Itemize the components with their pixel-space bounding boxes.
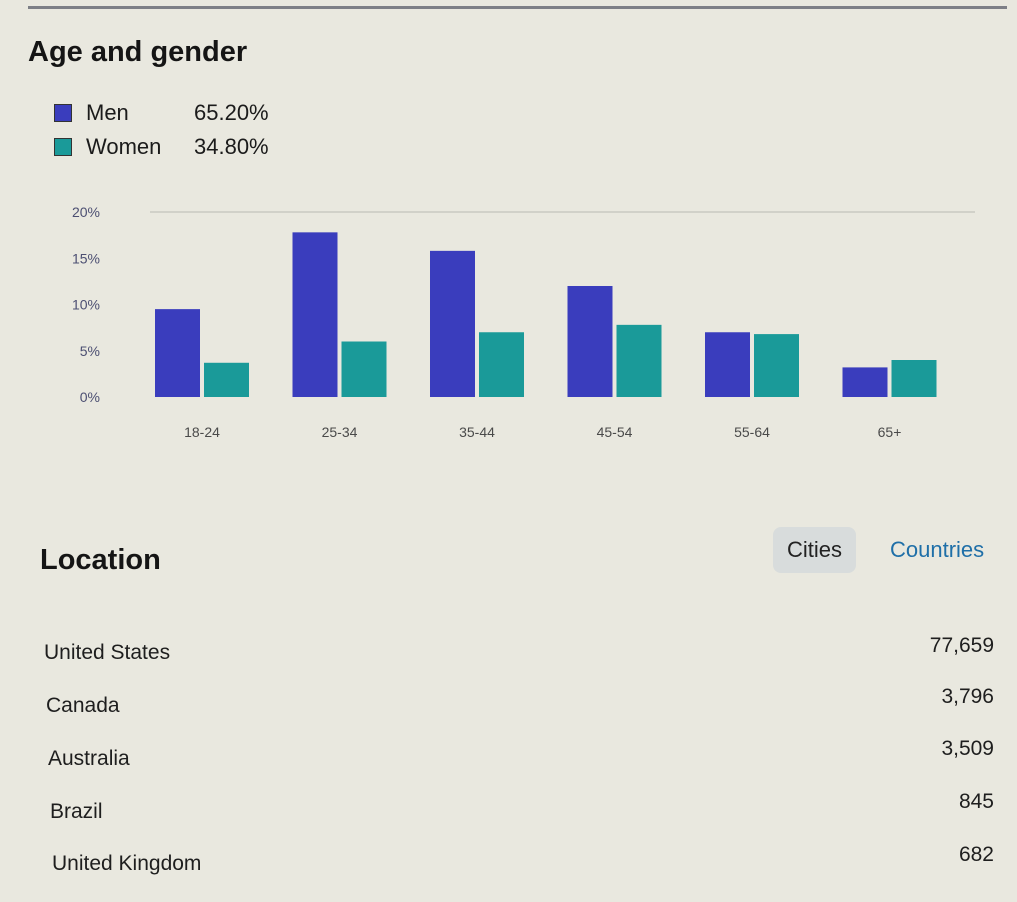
women-swatch: [54, 138, 72, 156]
age-gender-title: Age and gender: [28, 36, 248, 68]
bar-men-25-34[interactable]: [292, 232, 338, 397]
location-value: 3,509: [941, 737, 994, 760]
gender-legend: Men 65.20% Women 34.80%: [54, 96, 269, 164]
bar-women-55-64[interactable]: [754, 334, 799, 397]
bar-women-35-44[interactable]: [479, 332, 524, 397]
x-tick-label: 45-54: [597, 424, 633, 440]
men-swatch: [54, 104, 72, 122]
bar-women-45-54[interactable]: [616, 324, 662, 397]
bar-men-55-64[interactable]: [705, 332, 750, 397]
location-value: 682: [958, 843, 994, 866]
legend-men-value: 65.20%: [194, 100, 269, 125]
bar-women-25-34[interactable]: [341, 341, 387, 398]
y-tick-label: 5%: [80, 343, 100, 359]
location-row: Canada 3,796: [44, 685, 994, 744]
bar-men-45-54[interactable]: [567, 286, 613, 397]
bar-men-35-44[interactable]: [430, 250, 475, 397]
x-tick-label: 18-24: [184, 424, 220, 440]
x-tick-label: 65+: [878, 424, 902, 440]
x-tick-label: 35-44: [459, 424, 495, 440]
y-tick-label: 15%: [72, 250, 100, 266]
location-name: Australia: [48, 747, 130, 770]
x-tick-label: 25-34: [322, 424, 358, 440]
y-tick-label: 10%: [72, 297, 100, 313]
location-name: Brazil: [50, 800, 103, 823]
legend-women-value: 34.80%: [194, 134, 269, 159]
y-tick-label: 0%: [80, 389, 100, 405]
location-row: Brazil 845: [44, 790, 994, 850]
top-divider: [28, 6, 1007, 9]
y-tick-label: 20%: [72, 204, 100, 220]
location-value: 77,659: [929, 634, 994, 657]
cities-tab[interactable]: Cities: [773, 527, 857, 573]
bar-men-18-24[interactable]: [155, 309, 200, 397]
location-name: United Kingdom: [52, 852, 202, 875]
legend-women-label: Women: [86, 134, 162, 159]
legend-men: Men 65.20%: [54, 96, 269, 130]
legend-men-label: Men: [86, 100, 129, 125]
location-title: Location: [40, 544, 161, 576]
bar-women-18-24[interactable]: [204, 362, 249, 397]
bar-men-65+[interactable]: [842, 367, 888, 397]
location-name: United States: [44, 641, 171, 664]
location-name: Canada: [46, 694, 120, 717]
location-row: Australia 3,509: [44, 737, 994, 797]
location-value: 845: [958, 790, 994, 813]
location-value: 3,796: [941, 685, 994, 708]
legend-women: Women 34.80%: [54, 130, 269, 164]
location-row: United Kingdom 682: [44, 843, 994, 902]
x-tick-label: 55-64: [734, 424, 770, 440]
bar-women-65+[interactable]: [891, 360, 937, 397]
countries-tab[interactable]: Countries: [890, 537, 985, 562]
location-row: United States 77,659: [44, 634, 994, 691]
age-gender-chart: 20% 15% 10% 5% 0% 18-24 25-34 35-44 45-54 55-64 65…: [72, 204, 975, 440]
